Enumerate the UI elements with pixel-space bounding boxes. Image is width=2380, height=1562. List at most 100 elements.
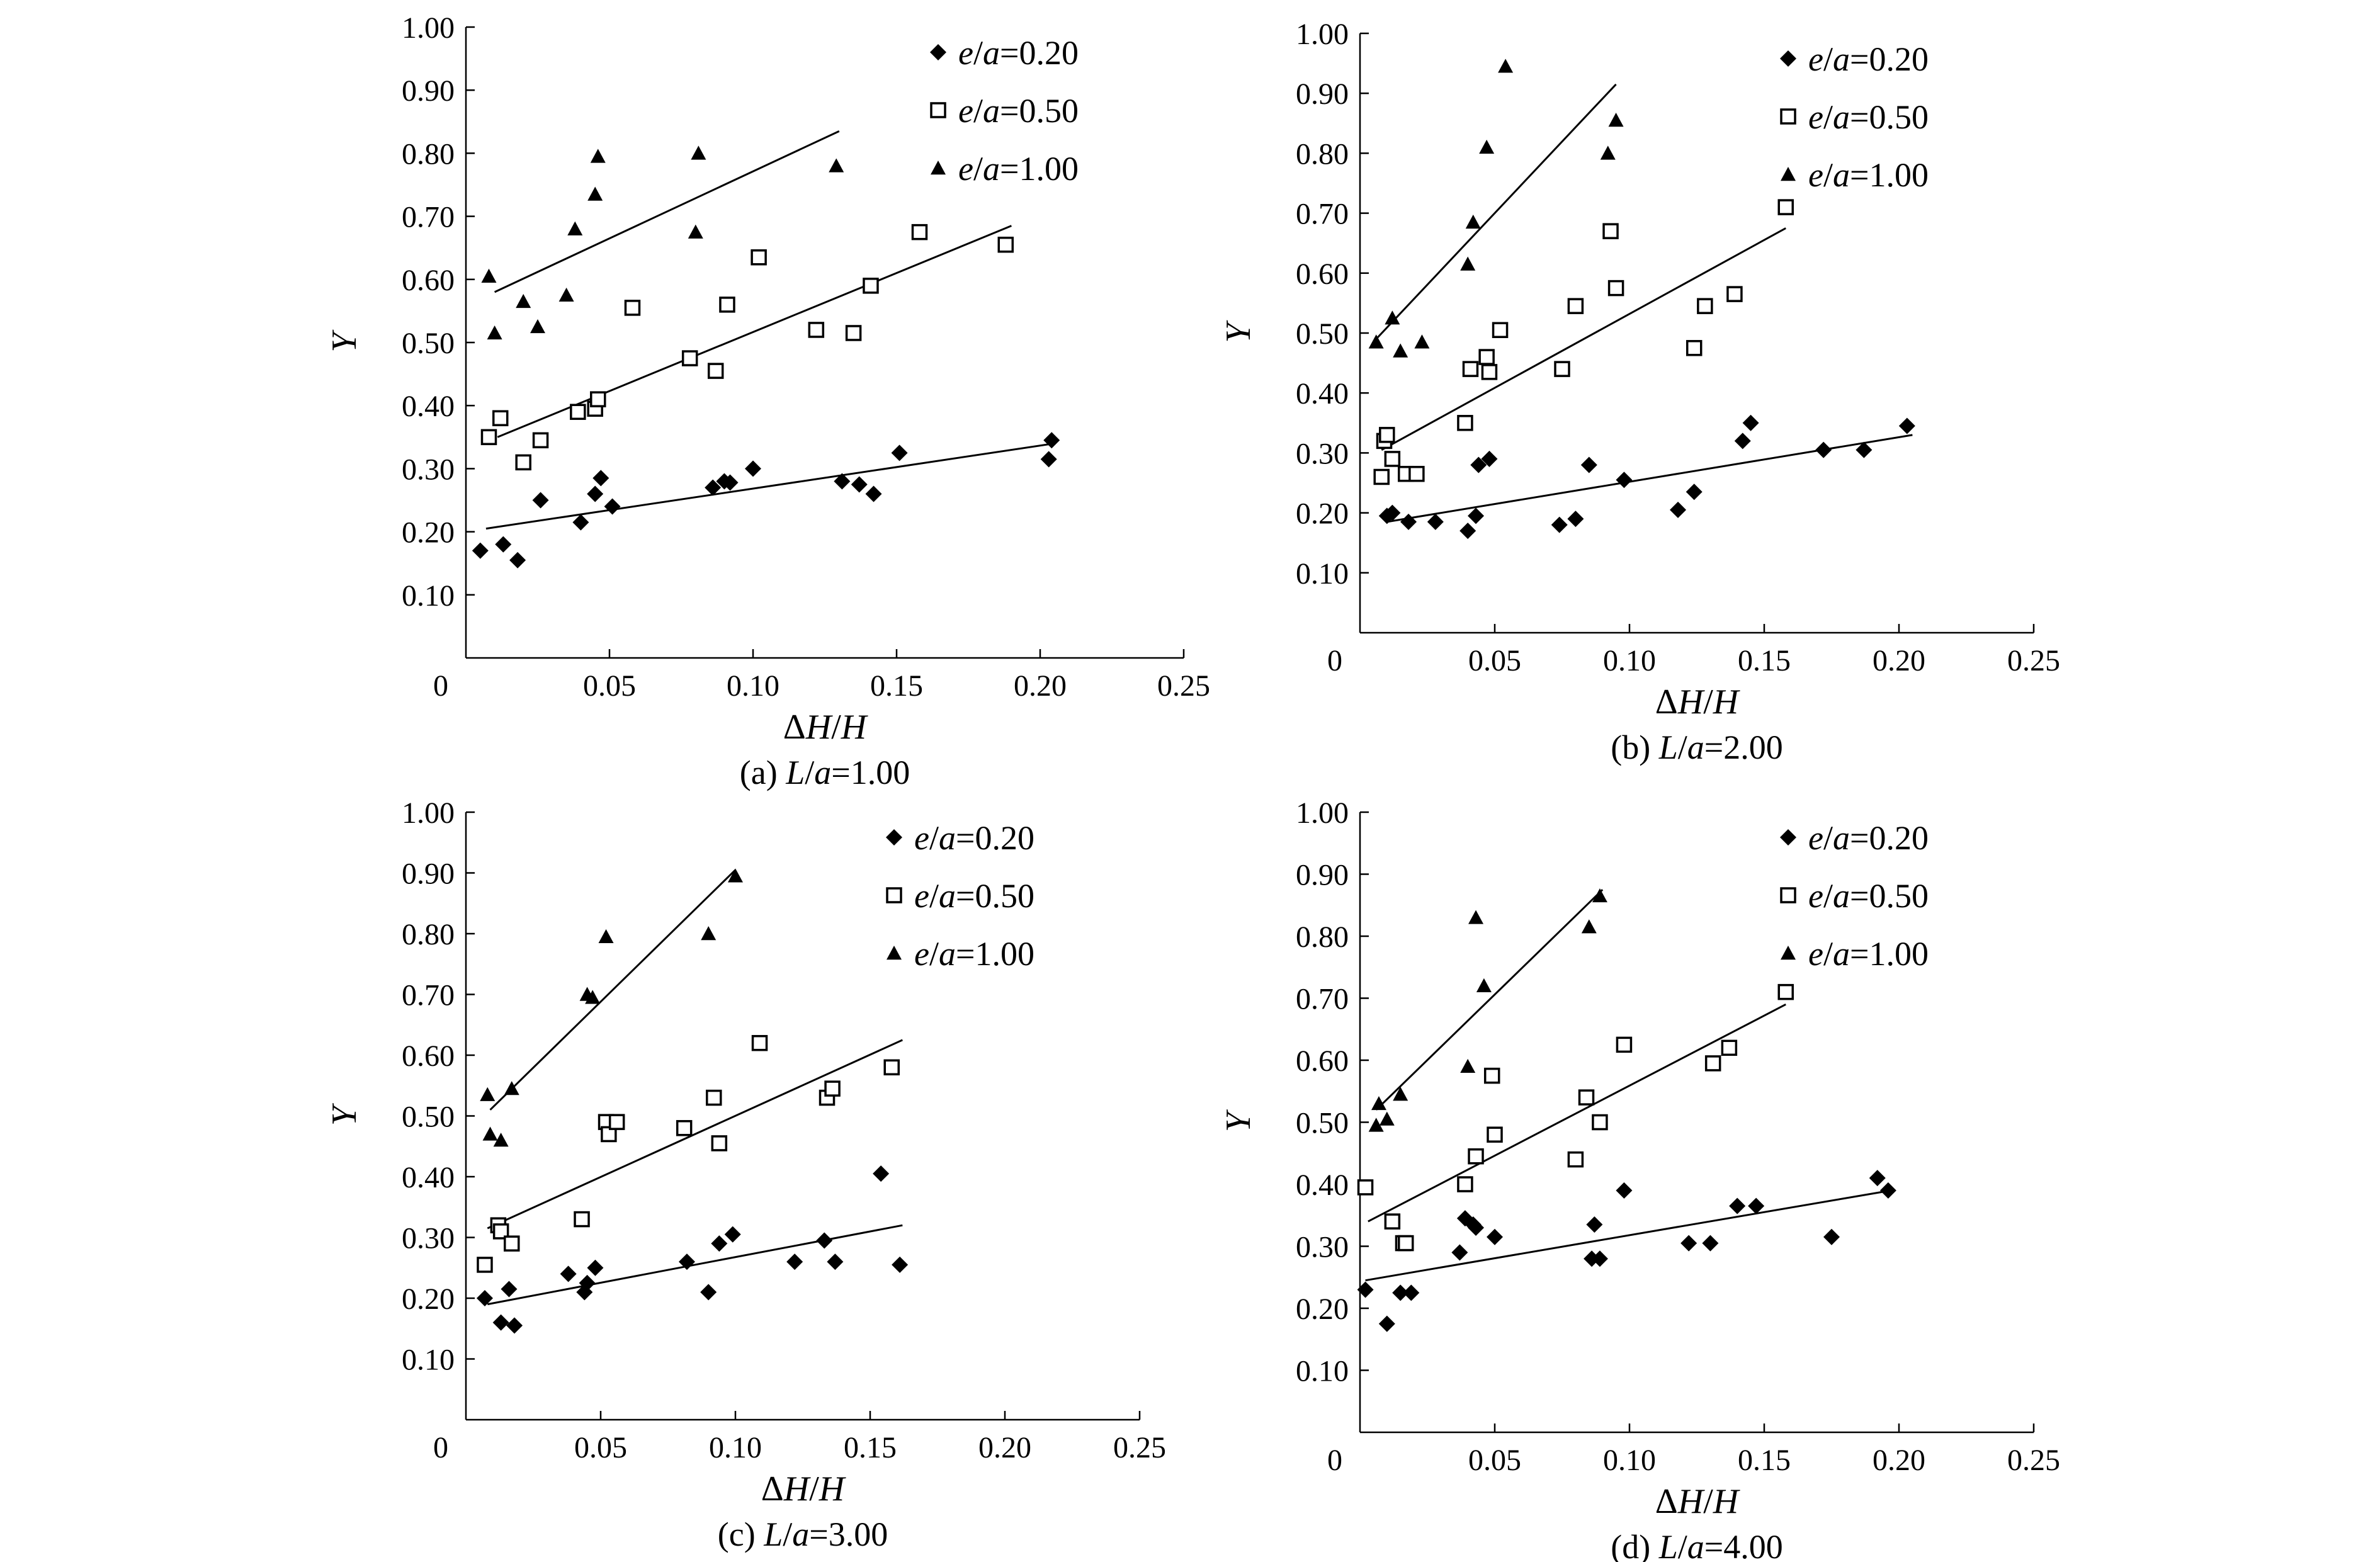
y-tick-label: 0.70: [402, 201, 455, 234]
legend-label-part: /: [1823, 98, 1833, 136]
chart-panel-3: 0.10 0.20 0.30 0.40 0.50 0.60 0.70 0.80 0.90 1.00…: [325, 796, 1166, 1553]
data-point-triangle: [587, 186, 603, 201]
data-point-square: [707, 363, 724, 379]
legend-label: e/a=1.00: [1808, 156, 1929, 194]
data-point-diamond: [1392, 1284, 1409, 1301]
legend-marker-triangle: [931, 161, 946, 175]
x-tick-label: 0.15: [1738, 644, 1791, 677]
legend-label: e/a=0.50: [958, 92, 1079, 130]
data-point-square: [1384, 1213, 1401, 1230]
data-point-square: [492, 1223, 509, 1240]
data-point-square: [1487, 1126, 1503, 1143]
data-point-square: [532, 432, 549, 449]
data-point-triangle: [1385, 310, 1400, 325]
series-triangle: [481, 130, 844, 340]
legend-label-part: /: [1823, 877, 1833, 915]
legend-marker-triangle: [1781, 946, 1796, 960]
data-point-square: [1478, 349, 1495, 365]
y-tick-label: 0.30: [1296, 437, 1349, 470]
data-point-triangle: [1368, 334, 1384, 349]
data-point-square: [1373, 468, 1390, 485]
trend-line: [1375, 889, 1604, 1111]
trend-line: [487, 1224, 903, 1306]
panel-caption-part: (d): [1611, 1528, 1658, 1562]
panel-caption-part: (a): [740, 754, 786, 791]
data-point-diamond: [472, 542, 489, 559]
y-tick-label: 0.90: [402, 74, 455, 108]
data-point-square: [1697, 298, 1713, 314]
data-point-square: [1567, 298, 1584, 314]
x-axis-label-part: H: [1677, 682, 1705, 722]
y-tick-label: 0.10: [402, 579, 455, 613]
data-point-diamond: [1427, 513, 1444, 530]
data-point-square: [1462, 361, 1479, 377]
y-tick-label: 0.70: [1296, 983, 1349, 1016]
data-point-triangle: [1479, 139, 1495, 154]
data-point-square: [608, 1114, 625, 1130]
data-point-square: [1567, 1151, 1584, 1168]
data-point-diamond: [572, 514, 589, 531]
data-point-square: [480, 429, 497, 446]
legend-label-part: /: [973, 92, 983, 130]
data-point-triangle: [1465, 214, 1481, 229]
data-point-square: [719, 297, 735, 313]
data-point-diamond: [604, 498, 621, 515]
legend-label-part: e: [1808, 40, 1823, 78]
data-point-square: [883, 1059, 900, 1076]
data-point-triangle: [558, 287, 574, 302]
legend-label-part: /: [1823, 40, 1833, 78]
data-point-diamond: [678, 1254, 695, 1271]
x-axis-label-part: H: [1713, 682, 1740, 722]
legend-label-part: e: [1808, 819, 1823, 857]
data-point-diamond: [722, 474, 739, 491]
data-point-diamond: [834, 473, 851, 490]
data-point-square: [1384, 451, 1401, 467]
panel-caption-part: =3.00: [809, 1515, 888, 1553]
legend-label-part: /: [1823, 156, 1833, 194]
legend-label-part: =0.20: [1850, 40, 1929, 78]
x-tick-label: 0.10: [709, 1431, 762, 1464]
data-point-diamond: [492, 1314, 509, 1331]
series-diamond: [1378, 414, 1915, 540]
data-point-diamond: [1043, 432, 1060, 449]
y-tick-label: 0.90: [1296, 859, 1349, 892]
data-point-diamond: [1702, 1235, 1719, 1252]
data-point-square: [492, 410, 509, 426]
data-point-diamond: [1815, 441, 1832, 458]
legend-label-part: /: [1823, 819, 1833, 857]
y-tick-label: 0.50: [402, 1101, 455, 1134]
x-tick-label: 0: [433, 669, 448, 703]
data-point-square: [808, 322, 825, 338]
data-point-square: [845, 325, 862, 341]
data-point-square: [1483, 1067, 1500, 1084]
trend-line: [1368, 1004, 1786, 1223]
data-point-diamond: [891, 444, 908, 461]
data-point-triangle: [504, 1081, 519, 1095]
y-tick-label: 0.80: [402, 137, 455, 171]
trend-line: [487, 1039, 903, 1230]
y-tick-label: 0.10: [1296, 557, 1349, 591]
y-tick-label: 0.10: [1296, 1355, 1349, 1388]
x-axis-label-part: Δ: [1655, 682, 1678, 722]
x-axis-label-part: Δ: [783, 708, 806, 747]
data-point-square: [570, 404, 586, 420]
x-axis-label-part: Δ: [1655, 1482, 1678, 1521]
data-point-triangle: [516, 293, 531, 308]
data-point-diamond: [1567, 511, 1584, 528]
legend-label-part: /: [973, 150, 983, 188]
y-tick-label: 0.60: [402, 1039, 455, 1073]
legend-label: e/a=0.20: [1808, 40, 1929, 78]
data-point-square: [601, 1126, 617, 1143]
data-point-square: [1777, 199, 1794, 215]
legend-label-part: =0.20: [956, 819, 1034, 857]
y-tick-label: 1.00: [1296, 796, 1349, 830]
data-point-diamond: [1748, 1197, 1765, 1214]
data-point-square: [706, 1089, 722, 1106]
legend-label-part: =0.20: [1850, 819, 1929, 857]
x-axis-label-part: /: [1703, 682, 1713, 722]
data-point-diamond: [1040, 451, 1057, 468]
data-point-diamond: [1468, 507, 1485, 524]
data-point-diamond: [1384, 504, 1401, 521]
y-tick-label: 0.80: [402, 918, 455, 951]
legend-label-part: a: [1833, 819, 1850, 857]
